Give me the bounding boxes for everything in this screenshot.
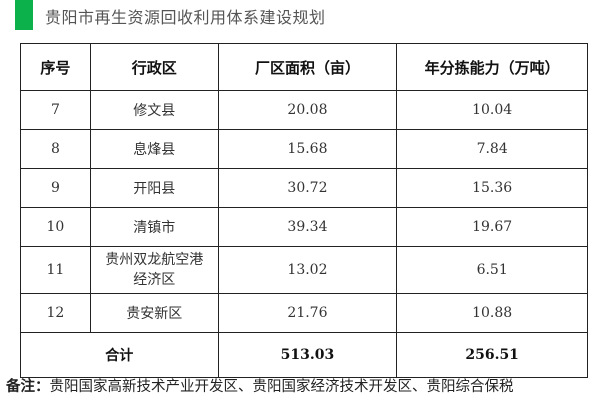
table-row: 7 修文县 20.08 10.04 xyxy=(20,90,588,130)
cell-area: 30.72 xyxy=(217,168,398,208)
cell-capacity: 10.88 xyxy=(396,293,588,333)
cell-district: 息烽县 xyxy=(89,129,219,169)
header-capacity: 年分拣能力（万吨） xyxy=(396,43,588,91)
total-row: 合计 513.03 256.51 xyxy=(20,332,588,378)
cell-area: 20.08 xyxy=(217,90,398,130)
cell-capacity: 6.51 xyxy=(396,246,588,294)
page-title: 贵阳市再生资源回收利用体系建设规划 xyxy=(45,8,326,27)
cell-capacity: 7.84 xyxy=(396,129,588,169)
header-district: 行政区 xyxy=(89,43,219,91)
cell-district: 修文县 xyxy=(89,90,219,130)
cell-area: 21.76 xyxy=(217,293,398,333)
total-capacity: 256.51 xyxy=(396,332,588,378)
cell-index: 11 xyxy=(20,246,91,294)
table-row: 12 贵安新区 21.76 10.88 xyxy=(20,293,588,333)
cell-district: 贵州双龙航空港经济区 xyxy=(89,246,219,294)
cell-index: 12 xyxy=(20,293,91,333)
footnote-label: 备注： xyxy=(6,379,50,395)
footnote-text: 贵阳国家高新技术产业开发区、贵阳国家经济技术开发区、贵阳综合保税 xyxy=(49,379,514,395)
cell-area: 15.68 xyxy=(217,129,398,169)
table-row: 10 清镇市 39.34 19.67 xyxy=(20,207,588,247)
cell-area: 39.34 xyxy=(217,207,398,247)
header-area: 厂区面积（亩） xyxy=(217,43,398,91)
cell-district: 清镇市 xyxy=(89,207,219,247)
cell-district: 贵安新区 xyxy=(89,293,219,333)
total-label: 合计 xyxy=(20,332,219,378)
footnote: 备注：贵阳国家高新技术产业开发区、贵阳国家经济技术开发区、贵阳综合保税 xyxy=(6,375,514,396)
total-area: 513.03 xyxy=(217,332,398,378)
cell-index: 9 xyxy=(20,168,91,208)
cell-index: 10 xyxy=(20,207,91,247)
cell-index: 8 xyxy=(20,129,91,169)
cell-district: 开阳县 xyxy=(89,168,219,208)
plan-table: 序号 行政区 厂区面积（亩） 年分拣能力（万吨） 7 修文县 20.08 10.04 8… xyxy=(20,43,588,378)
title-accent-bar xyxy=(15,0,33,30)
cell-area: 13.02 xyxy=(217,246,398,294)
cell-capacity: 15.36 xyxy=(396,168,588,208)
header-index: 序号 xyxy=(20,43,91,91)
cell-capacity: 10.04 xyxy=(396,90,588,130)
table-row: 9 开阳县 30.72 15.36 xyxy=(20,168,588,208)
cell-capacity: 19.67 xyxy=(396,207,588,247)
table-row: 8 息烽县 15.68 7.84 xyxy=(20,129,588,169)
cell-index: 7 xyxy=(20,90,91,130)
table-header-row: 序号 行政区 厂区面积（亩） 年分拣能力（万吨） xyxy=(20,43,588,91)
table-row: 11 贵州双龙航空港经济区 13.02 6.51 xyxy=(20,246,588,294)
